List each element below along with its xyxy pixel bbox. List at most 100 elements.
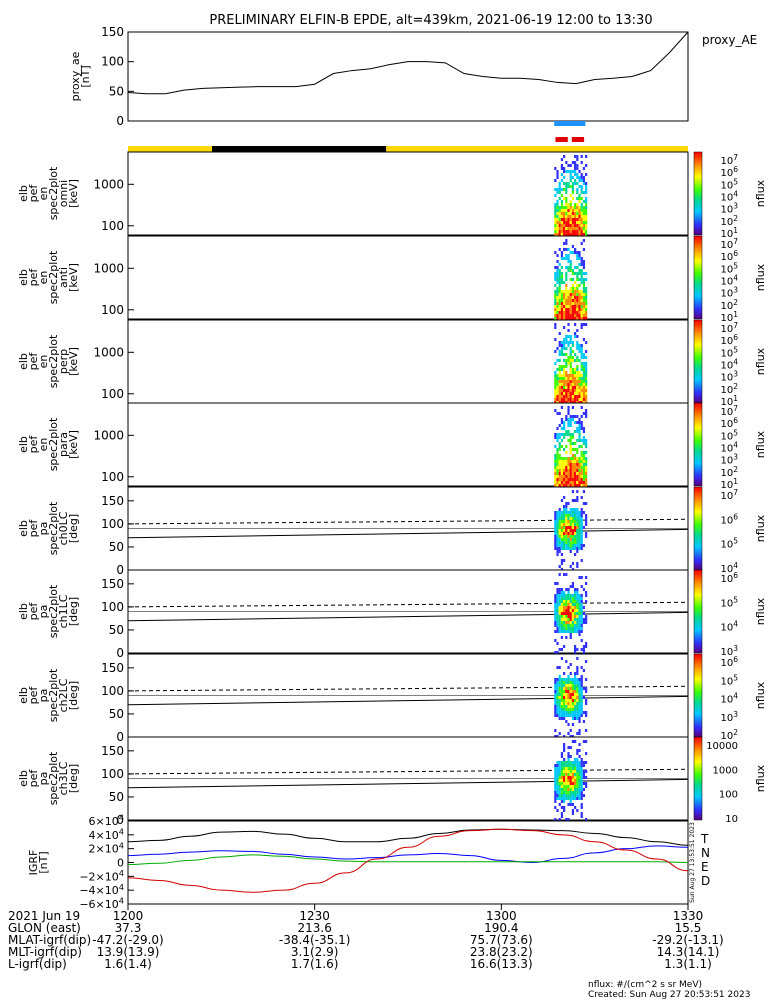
spec-pixel — [580, 520, 583, 523]
spec-pixel — [569, 230, 572, 233]
spec-pixel — [580, 463, 583, 466]
spec-pixel — [578, 702, 581, 705]
spec-pixel — [580, 293, 583, 296]
axis-title-line: elb — [17, 687, 30, 704]
spec-pixel — [554, 311, 557, 314]
spec-pixel — [576, 233, 579, 236]
spec-pixel — [578, 305, 581, 308]
spec-pixel — [558, 761, 561, 764]
spec-pixel — [556, 681, 559, 684]
spec-pixel — [576, 209, 579, 212]
spec-pixel — [580, 233, 583, 236]
xaxis-row-label: L-igrf(dip) — [8, 957, 67, 971]
spec-pixel — [571, 215, 575, 218]
spec-pixel — [556, 433, 559, 436]
spec-pixel — [560, 657, 564, 660]
spec-pixel — [574, 248, 577, 251]
spec-pixel — [574, 588, 577, 591]
spec-pixel — [574, 302, 577, 305]
spec-pixel — [576, 490, 579, 493]
y-tick-label: 0 — [116, 646, 124, 660]
spec-pixel — [580, 666, 583, 669]
spec-pixel — [574, 770, 577, 773]
spec-pixel — [576, 230, 579, 233]
spec-pixel — [558, 472, 561, 475]
spec-pixel — [571, 311, 575, 314]
axis-title-line: para — [57, 432, 70, 457]
spec-pixel — [556, 714, 559, 717]
colorbar-tick-label: 10 — [725, 814, 738, 825]
panel-ch3LC-colorbar — [693, 736, 703, 821]
spec-pixel — [582, 293, 586, 296]
spec-pixel — [571, 702, 575, 705]
spec-pixel — [571, 535, 575, 538]
spec-pixel — [580, 648, 583, 651]
spec-pixel — [558, 520, 561, 523]
spec-pixel — [558, 618, 561, 621]
panel-para-frame — [127, 402, 689, 487]
spec-pixel — [580, 350, 583, 353]
spec-pixel — [578, 398, 581, 401]
spec-pixel — [578, 776, 581, 779]
xaxis-value: 1230 — [299, 909, 330, 923]
spec-pixel — [580, 761, 583, 764]
spec-pixel — [582, 308, 586, 311]
spec-pixel — [565, 761, 568, 764]
spec-pixel — [580, 624, 583, 627]
spec-pixel — [582, 371, 586, 374]
spec-pixel — [558, 791, 561, 794]
spec-pixel — [578, 544, 581, 547]
spec-pixel — [563, 469, 566, 472]
spec-pixel — [571, 490, 575, 493]
spec-pixel — [565, 317, 568, 320]
spec-pixel — [576, 782, 579, 785]
spec-pixel — [585, 523, 588, 526]
spec-pixel — [567, 164, 570, 167]
spec-pixel — [571, 705, 575, 708]
y-tick-label: 100 — [101, 303, 124, 317]
spec-pixel — [563, 779, 566, 782]
spec-pixel — [569, 481, 572, 484]
spec-pixel — [563, 746, 566, 749]
spec-pixel — [565, 785, 568, 788]
spec-pixel — [558, 386, 561, 389]
axis-title-line: spec2plot — [47, 584, 60, 638]
spec-pixel — [567, 329, 570, 332]
spec-pixel — [578, 717, 581, 720]
spec-pixel — [580, 630, 583, 633]
spec-pixel — [576, 562, 579, 565]
spec-pixel — [569, 526, 572, 529]
spec-pixel — [582, 460, 586, 463]
spec-pixel — [578, 523, 581, 526]
spec-pixel — [569, 788, 572, 791]
axis-title-line: pef — [27, 686, 40, 705]
spec-pixel — [576, 687, 579, 690]
spec-pixel — [574, 308, 577, 311]
spec-pixel — [558, 526, 561, 529]
spec-pixel — [563, 511, 566, 514]
spec-pixel — [571, 687, 575, 690]
spec-pixel — [560, 597, 564, 600]
spec-pixel — [576, 606, 579, 609]
spec-pixel — [574, 469, 577, 472]
spec-pixel — [580, 365, 583, 368]
spec-pixel — [576, 275, 579, 278]
spec-pixel — [554, 299, 557, 302]
colorbar-tick-label: 107 — [720, 488, 738, 502]
spec-pixel — [574, 532, 577, 535]
spec-pixel — [576, 481, 579, 484]
spec-pixel — [554, 606, 557, 609]
spec-pixel — [571, 767, 575, 770]
igrf-frame — [127, 820, 689, 905]
spec-pixel — [580, 368, 583, 371]
spec-pixel — [574, 377, 577, 380]
spec-pixel — [567, 305, 570, 308]
spec-pixel — [571, 711, 575, 714]
spec-pixel — [582, 377, 586, 380]
spec-pixel — [556, 272, 559, 275]
spec-pixel — [576, 624, 579, 627]
spec-pixel — [554, 547, 557, 550]
spec-pixel — [560, 233, 564, 236]
spec-pixel — [578, 197, 581, 200]
spec-pixel — [556, 624, 559, 627]
